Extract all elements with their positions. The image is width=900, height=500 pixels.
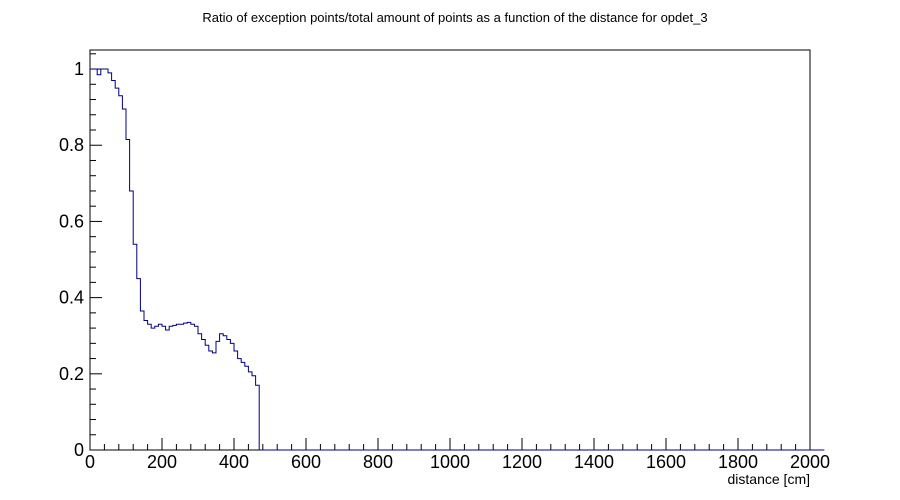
x-tick-label: 1800 bbox=[718, 452, 758, 472]
x-tick-label: 0 bbox=[85, 452, 95, 472]
x-tick-label: 1400 bbox=[574, 452, 614, 472]
y-tick-label: 1 bbox=[74, 59, 84, 79]
y-tick-label: 0.2 bbox=[59, 364, 84, 384]
x-tick-label: 1000 bbox=[430, 452, 470, 472]
y-tick-label: 0.4 bbox=[59, 288, 84, 308]
y-axis: 0 0.2 0.4 0.6 0.8 1 bbox=[59, 53, 102, 460]
x-tick-label: 1200 bbox=[502, 452, 542, 472]
plot-frame bbox=[89, 49, 811, 451]
y-tick-label: 0.6 bbox=[59, 211, 84, 231]
y-tick-label: 0 bbox=[74, 440, 84, 460]
chart-title: Ratio of exception points/total amount o… bbox=[202, 10, 707, 25]
x-tick-label: 800 bbox=[363, 452, 393, 472]
x-tick-label: 200 bbox=[147, 452, 177, 472]
series-line bbox=[90, 68, 825, 451]
x-tick-label: 1600 bbox=[646, 452, 686, 472]
y-tick-label: 0.8 bbox=[59, 135, 84, 155]
x-axis-label: distance [cm] bbox=[728, 471, 810, 487]
x-tick-label: 2000 bbox=[790, 452, 830, 472]
x-tick-label: 400 bbox=[219, 452, 249, 472]
x-axis: 0 200 400 600 800 1000 1200 1400 1600 1800 2000 bbox=[85, 438, 830, 472]
x-tick-label: 600 bbox=[291, 452, 321, 472]
